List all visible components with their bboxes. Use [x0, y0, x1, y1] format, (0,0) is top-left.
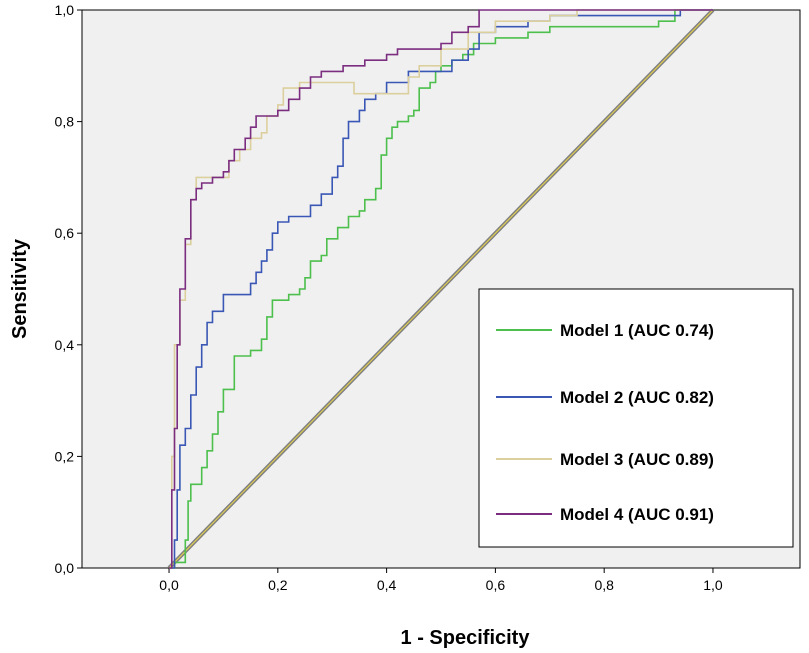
y-tick-label: 0,2 [55, 448, 75, 464]
y-tick-label: 0,0 [55, 560, 75, 576]
series-line-model-4 [169, 9, 713, 569]
x-tick-label: 1,0 [703, 577, 723, 593]
x-tick-label: 0,2 [268, 577, 288, 593]
x-tick-label: 0,6 [486, 577, 506, 593]
y-tick-label: 1,0 [55, 2, 75, 18]
reference-diagonal-highlight [168, 9, 714, 569]
x-tick-label: 0,4 [377, 577, 397, 593]
reference-line [167, 8, 715, 570]
series-lines [169, 9, 713, 569]
series-line-model-2 [169, 9, 713, 569]
legend-label-model-2: Model 2 (AUC 0.82) [560, 388, 714, 407]
y-tick-label: 0,6 [55, 225, 75, 241]
legend-label-model-3: Model 3 (AUC 0.89) [560, 450, 714, 469]
x-tick-label: 0,0 [159, 577, 179, 593]
y-tick-label: 0,8 [55, 114, 75, 130]
y-axis-title: Sensitivity [9, 238, 31, 339]
x-axis-title: 1 - Specificity [401, 627, 531, 649]
legend: Model 1 (AUC 0.74) Model 2 (AUC 0.82) Mode… [478, 288, 794, 548]
legend-label-model-1: Model 1 (AUC 0.74) [560, 321, 714, 340]
legend-box [478, 288, 794, 548]
legend-label-model-4: Model 4 (AUC 0.91) [560, 505, 714, 524]
axis-ticks: 0,0 0,2 0,4 0,6 0,8 1,0 0,0 0,2 0,4 0,6 0,8 1,0 [55, 2, 723, 593]
x-tick-label: 0,8 [594, 577, 614, 593]
y-tick-label: 0,4 [55, 337, 75, 353]
series-line-model-1 [169, 9, 713, 569]
